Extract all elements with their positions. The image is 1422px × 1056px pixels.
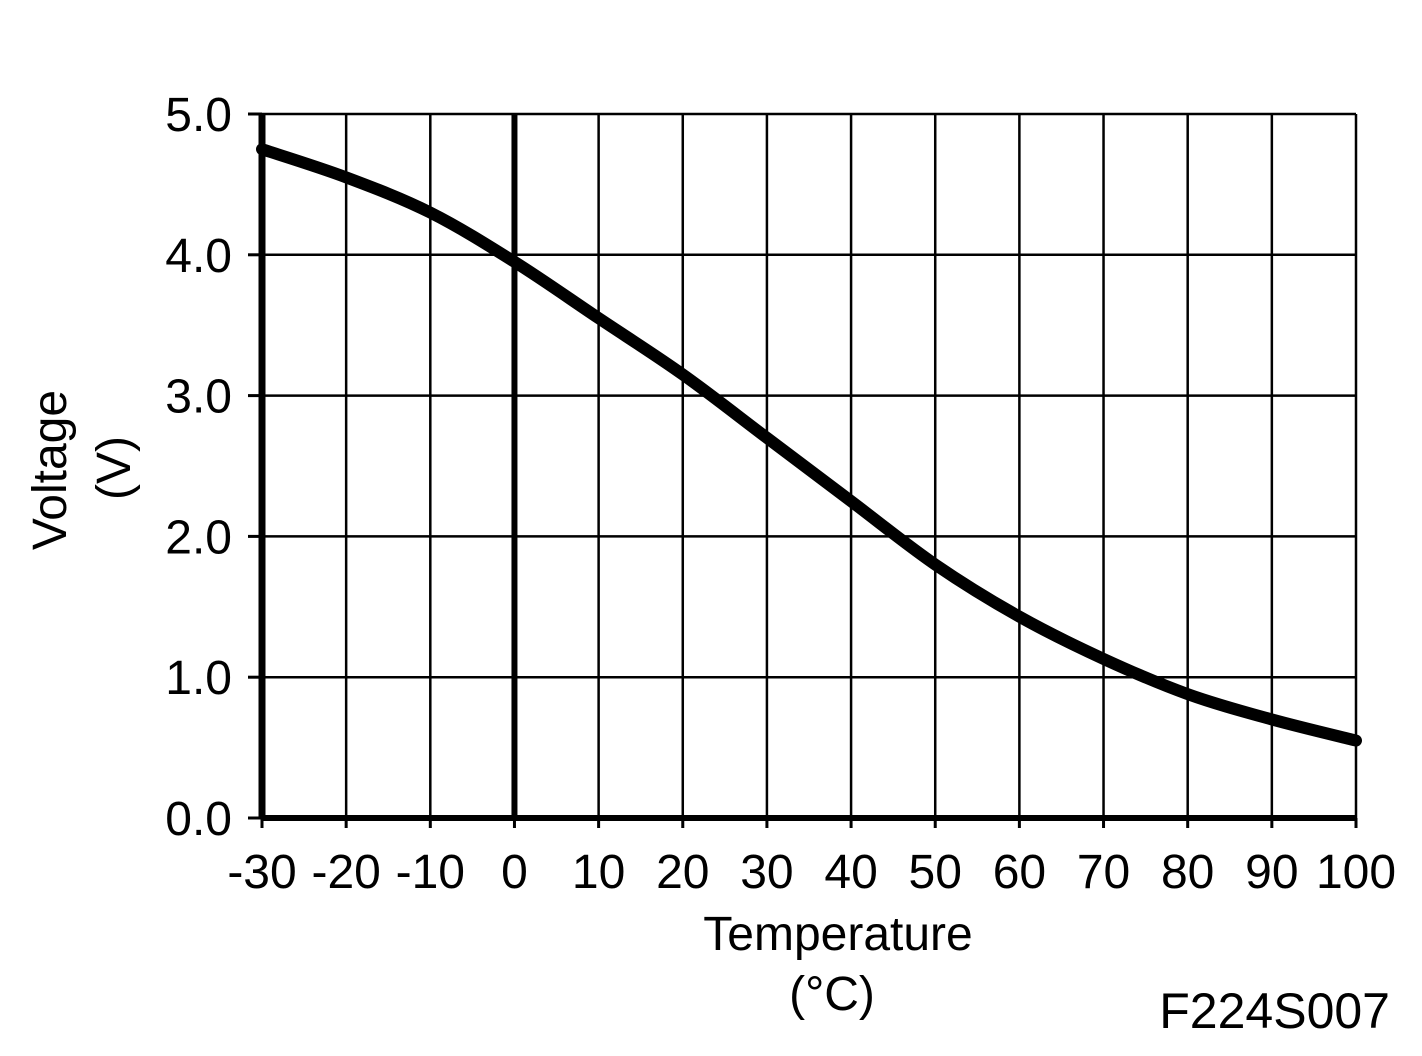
y-axis-title: Voltage	[24, 390, 77, 550]
axes	[248, 112, 1358, 828]
x-tick-label: 80	[1161, 846, 1214, 899]
x-tick-label: 50	[909, 846, 962, 899]
x-tick-label: 70	[1077, 846, 1130, 899]
y-tick-label: 5.0	[165, 89, 232, 142]
y-tick-labels: 0.0 1.0 2.0 3.0 4.0 5.0	[165, 89, 232, 846]
x-tick-label: 10	[572, 846, 625, 899]
y-tick-label: 4.0	[165, 230, 232, 283]
x-tick-label: 40	[824, 846, 877, 899]
x-tick-label: -30	[227, 846, 296, 899]
x-axis-unit: (°C)	[789, 968, 875, 1021]
y-tick-label: 2.0	[165, 511, 232, 564]
y-axis-unit: (V)	[88, 436, 141, 500]
x-tick-label: -10	[396, 846, 465, 899]
x-axis-title: Temperature	[703, 908, 972, 961]
x-tick-label: 0	[501, 846, 528, 899]
grid	[260, 112, 1358, 820]
x-tick-label: 30	[740, 846, 793, 899]
y-tick-label: 3.0	[165, 371, 232, 424]
y-tick-label: 1.0	[165, 652, 232, 705]
x-tick-label: 100	[1316, 846, 1396, 899]
series-line	[256, 143, 1362, 747]
figure-id: F224S007	[1159, 983, 1390, 1039]
series	[256, 143, 1362, 747]
x-tick-labels: -30 -20 -10 0 10 20 30 40 50 60 70 80 90 100	[227, 846, 1396, 899]
x-tick-label: 90	[1245, 846, 1298, 899]
x-tick-label: 60	[993, 846, 1046, 899]
y-tick-label: 0.0	[165, 793, 232, 846]
x-tick-label: 20	[656, 846, 709, 899]
x-tick-label: -20	[311, 846, 380, 899]
